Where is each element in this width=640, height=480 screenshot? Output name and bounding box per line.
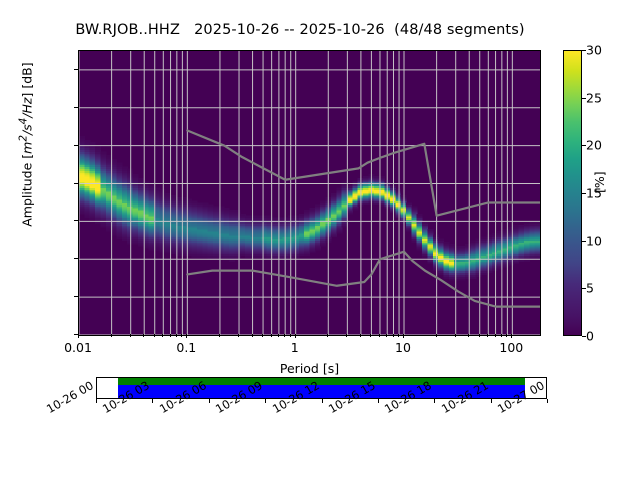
- x-tick-mark: [162, 334, 164, 337]
- colorbar-tick-mark: [582, 240, 586, 242]
- colorbar-tick-label: 0: [586, 328, 594, 344]
- x-tick-label: 100: [499, 340, 524, 355]
- x-tick-mark: [129, 334, 131, 337]
- ppsd-heatmap-canvas: [79, 51, 540, 335]
- colorbar-tick-mark: [582, 193, 586, 194]
- x-tick-mark: [435, 334, 437, 337]
- x-tick-mark: [294, 334, 296, 338]
- y-tick-mark: [74, 258, 78, 260]
- colorbar-tick-label: 20: [586, 137, 602, 153]
- x-tick-mark: [386, 334, 388, 337]
- x-tick-mark: [110, 334, 112, 337]
- x-tick-mark: [143, 334, 145, 337]
- x-axis-label: Period [s]: [279, 361, 340, 376]
- x-tick-mark: [251, 334, 253, 337]
- y-axis-label: Amplitude [m2/s4/Hz] [dB]: [17, 62, 35, 227]
- timeline-tick-mark: [377, 399, 379, 403]
- x-tick-label: 1: [290, 340, 299, 355]
- x-tick-mark: [270, 334, 272, 337]
- colorbar-label: [%]: [592, 171, 607, 193]
- colorbar-tick-label: 5: [586, 280, 594, 296]
- x-tick-label: 0.1: [176, 340, 197, 355]
- colorbar-tick-mark: [582, 336, 586, 337]
- colorbar: [563, 50, 582, 336]
- timeline-tick-mark: [547, 399, 548, 403]
- x-tick-mark: [378, 334, 380, 337]
- timeline-tick-mark: [96, 399, 97, 403]
- x-tick-mark: [500, 334, 502, 337]
- x-tick-mark: [169, 334, 171, 337]
- x-tick-mark: [398, 334, 400, 337]
- psd-segments-bar: [118, 378, 525, 385]
- colorbar-tick-label: 10: [586, 233, 602, 249]
- x-tick-mark: [478, 334, 480, 337]
- x-tick-mark: [181, 334, 183, 337]
- y-tick-mark: [74, 220, 78, 222]
- timeline-tick-mark: [434, 399, 436, 403]
- colorbar-tick-mark: [582, 97, 586, 99]
- x-tick-mark: [403, 334, 404, 338]
- timeline-tick-mark: [321, 399, 323, 403]
- colorbar-tick-mark: [582, 288, 586, 290]
- timeline-tick-label: 10-26 00: [44, 378, 96, 417]
- colorbar-tick-label: 15: [586, 185, 602, 201]
- colorbar-tick-mark: [582, 145, 586, 147]
- x-tick-mark: [218, 334, 220, 337]
- x-tick-label: 0.01: [64, 340, 92, 355]
- x-tick-mark: [392, 334, 394, 337]
- colorbar-tick-mark: [582, 50, 586, 51]
- y-tick-mark: [74, 182, 78, 184]
- x-tick-mark: [454, 334, 456, 337]
- x-tick-mark: [284, 334, 286, 337]
- colorbar-tick-label: 30: [586, 42, 602, 58]
- y-tick-mark: [74, 68, 78, 70]
- x-tick-mark: [494, 334, 496, 337]
- x-tick-mark: [370, 334, 372, 337]
- x-tick-mark: [506, 334, 508, 337]
- x-tick-mark: [175, 334, 177, 337]
- x-tick-mark: [346, 334, 348, 337]
- x-tick-mark: [289, 334, 291, 337]
- x-tick-mark: [277, 334, 279, 337]
- x-tick-mark: [327, 334, 329, 337]
- x-tick-mark: [511, 334, 513, 338]
- timeline-tick-mark: [490, 399, 492, 403]
- data-coverage-timeline[interactable]: [96, 377, 547, 399]
- colorbar-tick-label: 25: [586, 90, 602, 106]
- x-tick-mark: [468, 334, 470, 337]
- data-coverage-bar: [118, 385, 525, 398]
- y-tick-mark: [74, 144, 78, 146]
- y-tick-mark: [74, 296, 78, 298]
- x-tick-mark: [487, 334, 489, 337]
- timeline-tick-mark: [152, 399, 154, 403]
- x-tick-mark: [186, 334, 188, 338]
- timeline-tick-mark: [265, 399, 267, 403]
- y-tick-mark: [74, 334, 78, 335]
- ppsd-plot-axes[interactable]: [78, 50, 541, 336]
- x-tick-mark: [262, 334, 264, 337]
- x-tick-mark: [238, 334, 240, 337]
- page-title: BW.RJOB..HHZ 2025-10-26 -- 2025-10-26 (4…: [75, 22, 525, 38]
- timeline-tick-mark: [208, 399, 210, 403]
- x-tick-mark: [153, 334, 155, 337]
- x-tick-label: 10: [395, 340, 411, 355]
- y-tick-mark: [74, 106, 78, 108]
- x-tick-mark: [78, 334, 79, 338]
- x-tick-mark: [359, 334, 361, 337]
